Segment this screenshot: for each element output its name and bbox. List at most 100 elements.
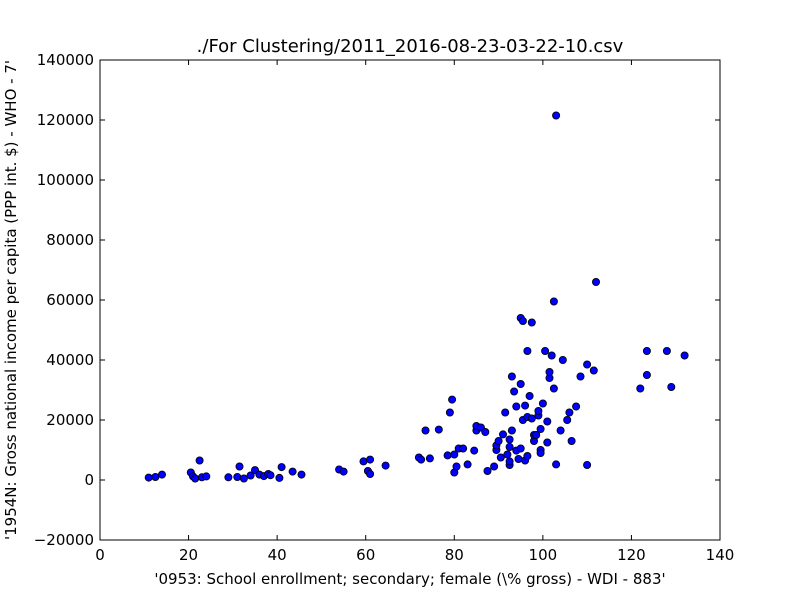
data-point	[144, 473, 153, 482]
data-point	[339, 467, 348, 476]
data-point	[543, 438, 552, 447]
data-point	[498, 430, 507, 439]
data-point	[680, 351, 689, 360]
data-point	[521, 401, 530, 410]
data-point	[523, 451, 532, 460]
data-point	[576, 372, 585, 381]
data-point	[224, 473, 233, 482]
data-point	[547, 351, 556, 360]
data-point	[366, 469, 375, 478]
data-point	[563, 415, 572, 424]
x-tick-label: 20	[179, 546, 198, 564]
x-tick-label: 0	[95, 546, 105, 564]
data-point	[434, 425, 443, 434]
data-point	[532, 430, 541, 439]
data-point	[366, 455, 375, 464]
data-point	[266, 471, 275, 480]
data-point	[505, 435, 514, 444]
data-point	[538, 399, 547, 408]
data-point	[589, 366, 598, 375]
data-point	[448, 395, 457, 404]
y-tick-label: 140000	[37, 51, 94, 69]
data-point	[443, 451, 452, 460]
data-point	[421, 426, 430, 435]
y-tick-label: 40000	[46, 351, 94, 369]
data-point	[191, 474, 200, 483]
data-point	[507, 426, 516, 435]
y-tick-label: 120000	[37, 111, 94, 129]
y-axis-title: '1954N: Gross national income per capita…	[2, 60, 20, 540]
data-point	[583, 360, 592, 369]
data-point	[275, 473, 284, 482]
data-point	[565, 408, 574, 417]
data-point	[527, 318, 536, 327]
data-points	[144, 111, 689, 483]
y-tick-label: 0	[84, 471, 94, 489]
data-point	[452, 462, 461, 471]
data-point	[481, 427, 490, 436]
data-point	[583, 460, 592, 469]
y-tick-label: 100000	[37, 171, 94, 189]
data-point	[463, 460, 472, 469]
axis-ticks	[99, 59, 721, 541]
y-tick-label: 60000	[46, 291, 94, 309]
data-point	[525, 391, 534, 400]
data-point	[534, 406, 543, 415]
data-point	[202, 472, 211, 481]
x-tick-label: 40	[268, 546, 287, 564]
data-point	[505, 442, 514, 451]
data-point	[246, 471, 255, 480]
data-point	[417, 455, 426, 464]
data-point	[567, 436, 576, 445]
data-point	[518, 316, 527, 325]
x-tick-label: 140	[706, 546, 735, 564]
data-point	[541, 346, 550, 355]
plot-frame	[99, 59, 721, 541]
data-point	[516, 444, 525, 453]
data-point	[490, 462, 499, 471]
data-point	[233, 472, 242, 481]
data-point	[592, 277, 601, 286]
data-point	[496, 453, 505, 462]
data-point	[494, 436, 503, 445]
data-point	[151, 472, 160, 481]
axis-tick-labels: 0 20 40 60 80 100 120 140−200000200004000060000…	[34, 51, 735, 564]
data-point	[288, 467, 297, 476]
data-point	[552, 111, 561, 120]
data-point	[381, 461, 390, 470]
y-tick-label: 20000	[46, 411, 94, 429]
data-point	[503, 450, 512, 459]
data-point	[558, 355, 567, 364]
data-point	[450, 450, 459, 459]
data-point	[536, 424, 545, 433]
data-point	[642, 370, 651, 379]
data-point	[470, 446, 479, 455]
data-point	[297, 470, 306, 479]
x-tick-label: 60	[356, 546, 375, 564]
data-point	[523, 346, 532, 355]
data-point	[483, 466, 492, 475]
data-point	[662, 346, 671, 355]
x-tick-label: 100	[529, 546, 558, 564]
x-tick-label: 80	[445, 546, 464, 564]
chart-title: ./For Clustering/2011_2016-08-23-03-22-1…	[197, 36, 624, 57]
data-point	[195, 456, 204, 465]
data-point	[545, 367, 554, 376]
data-point	[277, 463, 286, 472]
data-point	[572, 402, 581, 411]
data-point	[549, 297, 558, 306]
data-point	[507, 372, 516, 381]
data-point	[359, 457, 368, 466]
y-tick-label: −20000	[34, 531, 94, 549]
y-tick-label: 80000	[46, 231, 94, 249]
data-point	[505, 457, 514, 466]
data-point	[235, 462, 244, 471]
data-point	[516, 379, 525, 388]
data-point	[667, 382, 676, 391]
data-point	[527, 414, 536, 423]
data-point	[514, 454, 523, 463]
data-point	[445, 408, 454, 417]
data-point	[157, 470, 166, 479]
data-point	[552, 460, 561, 469]
